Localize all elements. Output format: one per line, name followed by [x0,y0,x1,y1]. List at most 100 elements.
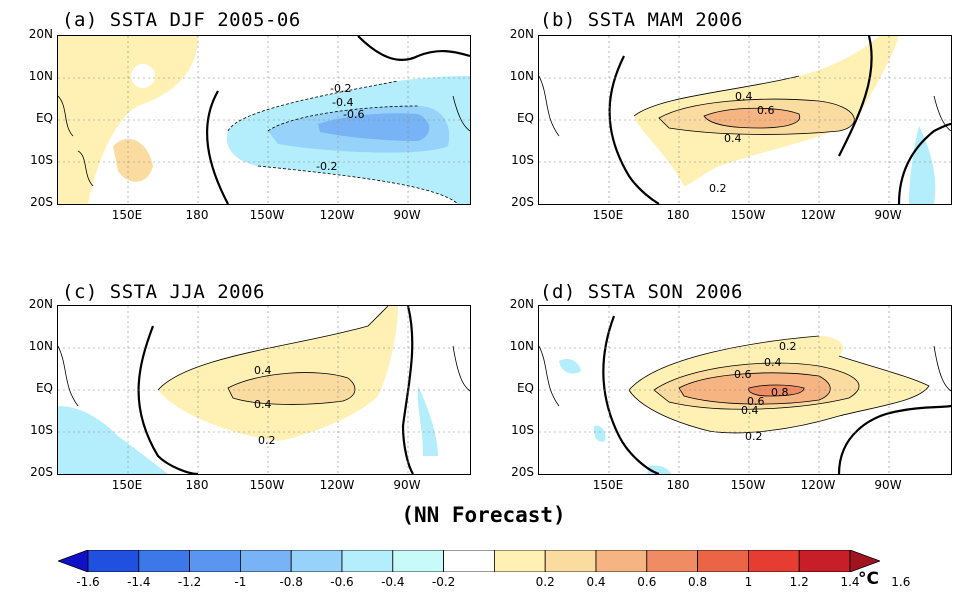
forecast-label: (NN Forecast) [401,503,566,527]
lat-label: 20N [509,27,534,41]
lat-label: 10S [511,423,534,437]
colorbar-tick-label: 1.6 [891,575,911,589]
colorbar-tick-label: -1.2 [177,575,202,589]
contour-label: 0.4 [741,404,759,417]
lon-label: 150W [249,208,285,222]
lon-label: 90W [393,478,421,492]
colorbar-segment [697,550,749,572]
lat-label: 10N [28,339,53,353]
colorbar-tick-label: 0.2 [535,575,555,589]
lat-label: 20S [30,465,53,479]
lat-label: EQ [516,111,534,125]
colorbar-tick-label: 0.8 [688,575,708,589]
contour-label: -0.2 [316,160,337,173]
contour-label: 0.8 [771,386,789,399]
panel-a-title: (a) SSTA DJF 2005-06 [62,9,301,31]
colorbar-tick-label: -1 [234,575,247,589]
lat-label: 20N [509,297,534,311]
lon-label: 180 [666,208,690,222]
lon-label: 150W [730,478,766,492]
contour-label: 0.2 [745,430,763,443]
lon-label: 120W [319,478,355,492]
contour-label: 0.6 [747,395,765,408]
lon-label: 120W [800,208,836,222]
lat-label: 10N [28,69,53,83]
colorbar-segment [798,550,851,572]
colorbar-tick-label: -0.8 [279,575,303,589]
panel-a-map: -0.2 -0.4 -0.6 -0.2 [57,35,471,205]
unit-label: °C [858,569,879,589]
colorbar-segment [595,550,648,572]
lat-label: 10S [30,153,53,167]
lon-label: 90W [874,208,902,222]
colorbar-segment [290,550,343,572]
lat-label: 20S [511,465,534,479]
colorbar-tick-label: -0.6 [330,575,354,589]
colorbar-segment [443,550,495,572]
contour-label: 0.4 [254,364,272,377]
lat-label: 20S [30,195,53,209]
lon-label: 150E [592,208,624,222]
colorbar-end-low [58,550,89,572]
lon-label: 150W [249,478,285,492]
colorbar-segment [239,550,292,572]
colorbar-tick-label: 1.2 [789,575,809,589]
lon-label: 150E [592,478,624,492]
lon-label: 180 [185,208,209,222]
panel-d-title: (d) SSTA SON 2006 [540,281,743,303]
contour-label: 0.4 [254,398,272,411]
lon-label: 150E [111,208,143,222]
panel-b-map: 0.4 0.6 0.4 0.2 [538,35,952,205]
lon-label: 180 [185,478,209,492]
colorbar-segment [341,550,394,572]
lat-label: EQ [516,381,534,395]
lat-label: 20S [511,195,534,209]
colorbar-tick-label: -1.6 [76,575,100,589]
colorbar-tick-label: 1 [744,575,753,589]
colorbar-tick-label: 1.4 [840,575,860,589]
contour-label: 0.4 [735,90,753,103]
panel-b-title: (b) SSTA MAM 2006 [540,9,743,31]
lon-label: 150W [730,208,766,222]
lon-label: 90W [874,478,902,492]
lat-label: 10N [509,69,534,83]
lat-label: 20N [28,297,53,311]
colorbar-tick-label: -0.2 [431,575,456,589]
lat-label: EQ [35,381,53,395]
lon-label: 150E [111,478,143,492]
contour-label: 0.4 [724,132,742,145]
contour-label: -0.2 [330,82,351,95]
colorbar-segment [544,550,597,572]
colorbar [58,550,880,572]
colorbar-tick-label: -0.4 [381,575,405,589]
lat-label: 20N [28,27,53,41]
contour-label: -0.4 [332,96,353,109]
panel-c-map: 0.4 0.4 0.2 [57,305,471,475]
colorbar-tick-label: -1.4 [127,575,151,589]
colorbar-segment [646,550,698,572]
panel-d-map: 0.2 0.4 0.6 0.8 0.6 0.4 0.2 [538,305,952,475]
panel-c-title: (c) SSTA JJA 2006 [62,281,265,303]
colorbar-segment [138,550,191,572]
lat-label: 10S [30,423,53,437]
lon-label: 180 [666,478,690,492]
contour-label: 0.2 [258,434,276,447]
colorbar-tick-label: 0.6 [637,575,657,589]
lon-label: 120W [800,478,836,492]
colorbar-segment [493,550,546,572]
contour-label: 0.2 [709,182,727,195]
colorbar-tick-label: 0.4 [586,575,606,589]
colorbar-segment [189,550,241,572]
contour-label: -0.6 [343,108,364,121]
contour-label: 0.6 [734,368,752,381]
colorbar-segment [87,550,140,572]
colorbar-end-high [849,550,880,572]
lon-label: 90W [393,208,421,222]
lat-label: 10N [509,339,534,353]
lat-label: EQ [35,111,53,125]
contour-label: 0.4 [764,356,782,369]
colorbar-segment [392,550,444,572]
colorbar-segment [748,550,800,572]
lat-label: 10S [511,153,534,167]
contour-label: 0.6 [757,104,775,117]
